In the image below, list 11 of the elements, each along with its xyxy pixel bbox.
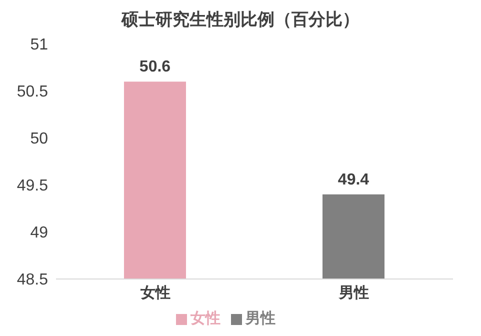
y-tick-label: 51 xyxy=(30,36,48,54)
y-tick-label: 49 xyxy=(30,224,48,242)
data-label: 50.6 xyxy=(139,58,171,76)
data-label: 49.4 xyxy=(338,171,370,188)
y-tick-label: 50.5 xyxy=(16,84,48,101)
legend-label: 男性 xyxy=(246,310,276,327)
y-tick-label: 48.5 xyxy=(16,272,48,289)
y-tick-label: 49.5 xyxy=(16,178,48,195)
legend-label: 女性 xyxy=(190,310,220,327)
chart-title: 硕士研究生性别比例（百分比） xyxy=(120,9,360,31)
y-tick-label: 50 xyxy=(30,130,48,148)
